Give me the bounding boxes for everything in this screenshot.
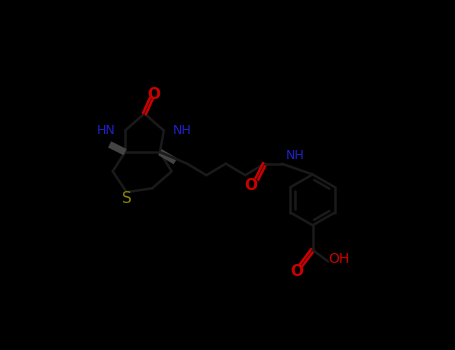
Text: OH: OH [329, 252, 349, 266]
Text: S: S [122, 191, 131, 206]
Text: O: O [291, 264, 303, 279]
Text: HN: HN [97, 124, 116, 137]
Text: O: O [147, 87, 160, 102]
Text: NH: NH [285, 149, 304, 162]
Text: O: O [244, 178, 257, 193]
Text: NH: NH [173, 124, 192, 137]
